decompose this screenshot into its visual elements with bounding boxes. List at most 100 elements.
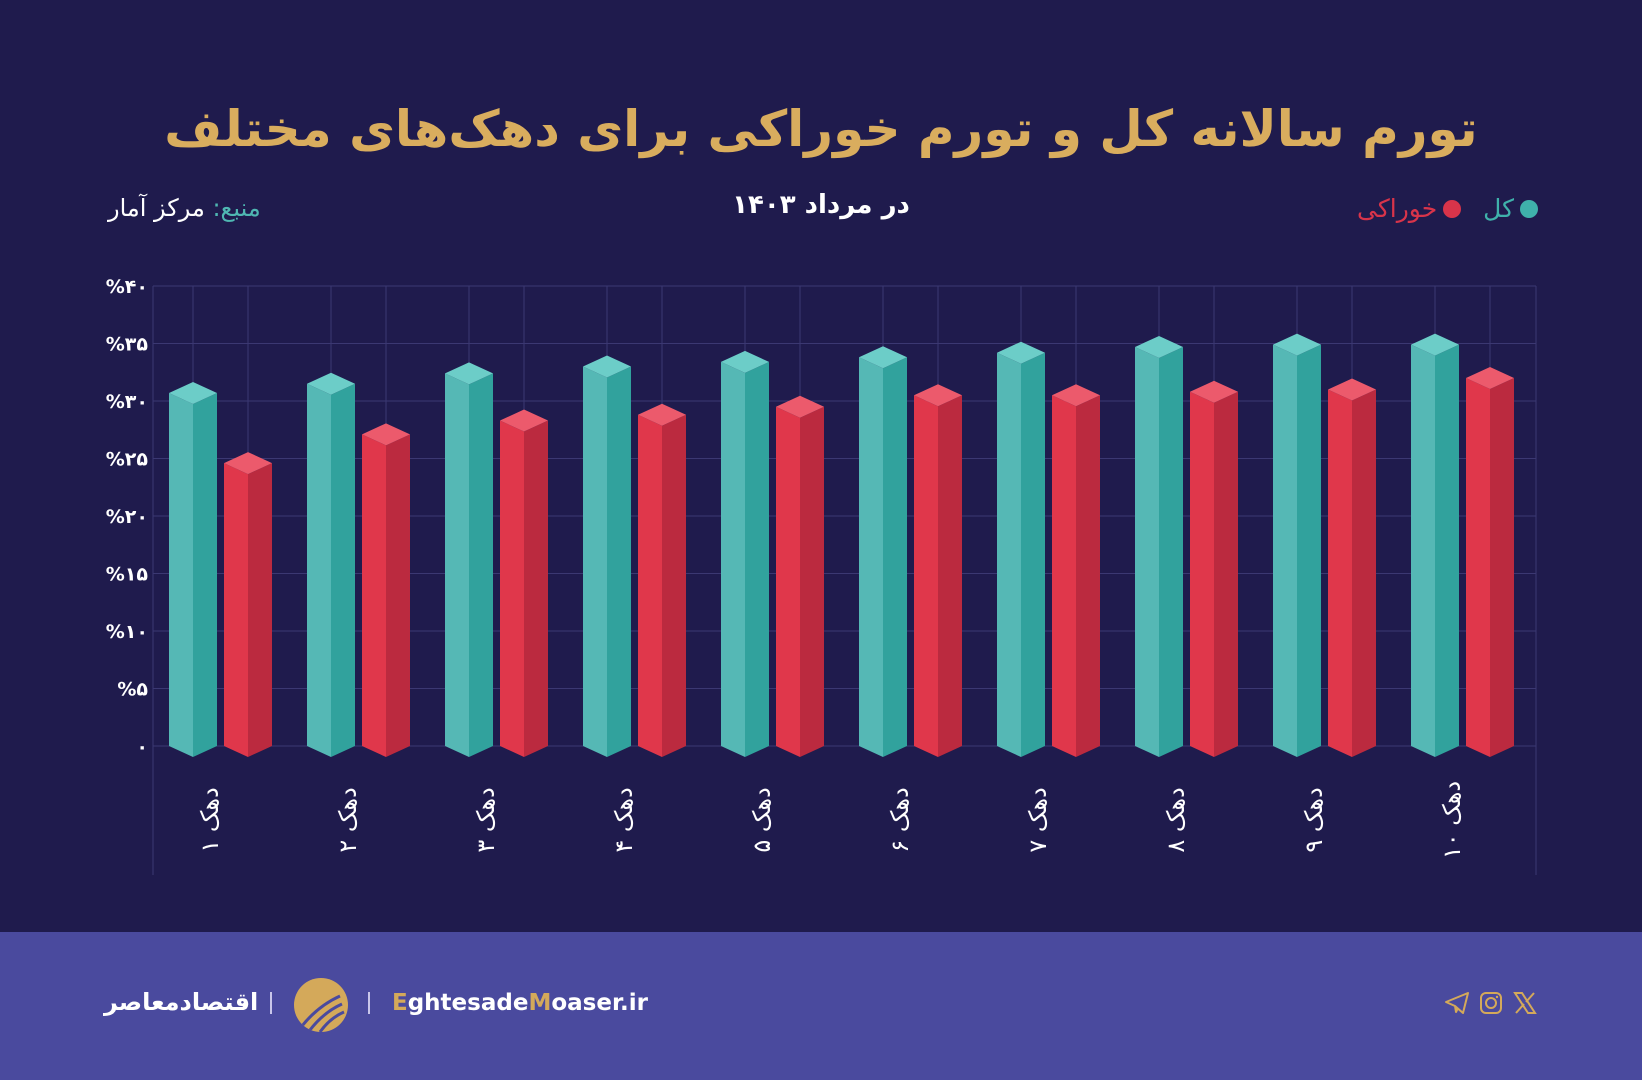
y-tick-label: %۱۵ — [106, 564, 149, 586]
y-tick-label: %۱۰ — [106, 621, 148, 643]
y-tick-label: %۲۰ — [106, 506, 148, 528]
bar-total-front — [169, 392, 193, 757]
source: منبع: مرکز آمار — [108, 194, 261, 222]
telegram-icon[interactable] — [1444, 990, 1470, 1016]
bar-total-top — [1135, 335, 1183, 358]
bar-total-front — [1273, 344, 1297, 757]
x-tick-label: دهک ۸ — [1162, 787, 1190, 852]
bar-total-side — [883, 357, 907, 757]
bar-total-side — [745, 361, 769, 757]
bar-food-top — [362, 423, 410, 446]
bar-total-top — [169, 381, 217, 404]
legend-label-food: خوراکی — [1357, 194, 1438, 223]
bar-food-side — [1076, 395, 1100, 757]
bar-food-top — [500, 409, 548, 432]
divider — [368, 992, 370, 1014]
bar-total-front — [721, 361, 745, 757]
bar-total-front — [859, 357, 883, 757]
bar-total-top — [1411, 333, 1459, 356]
bar-total-side — [193, 392, 217, 757]
y-tick-label: ۰ — [136, 736, 148, 758]
bar-food-front — [1328, 389, 1352, 757]
bar-total-side — [469, 373, 493, 757]
bar-food-top — [1328, 378, 1376, 401]
bar-total-front — [583, 366, 607, 757]
bar-food-side — [1490, 378, 1514, 757]
bar-chart: ۰ %۵ %۱۰ %۱۵ %۲۰ %۲۵ %۳۰ %۳۵ %۴۰ دهک ۱ دهک ۲ دهک ۳ د… — [106, 276, 1537, 875]
bar-food-front — [776, 406, 800, 757]
x-tick-label: دهک ۳ — [472, 787, 500, 852]
bar-total-top — [445, 362, 493, 385]
bar-food-side — [524, 420, 548, 757]
y-tick-label: %۴۰ — [106, 276, 148, 298]
bar-food-side — [1214, 391, 1238, 757]
footer: اقتصادمعاصر EghtesadeMoaser.ir — [0, 932, 1642, 1080]
legend-label-total: کل — [1483, 194, 1514, 223]
instagram-icon[interactable] — [1478, 990, 1504, 1016]
bar-total-top — [997, 341, 1045, 364]
bar-total-top — [859, 346, 907, 369]
source-value: مرکز آمار — [108, 194, 205, 222]
bar-food-front — [1466, 378, 1490, 757]
bar-food-top — [1466, 367, 1514, 389]
bar-total-top — [307, 372, 355, 395]
bar-food-top — [1052, 384, 1100, 407]
bar-food-side — [800, 406, 824, 757]
bar-total-front — [1411, 344, 1435, 757]
y-tick-label: %۳۵ — [106, 334, 149, 356]
legend-dot-food — [1443, 199, 1462, 218]
bar-food-top — [224, 452, 272, 475]
bar-food-side — [386, 434, 410, 757]
bar-total-front — [445, 373, 469, 757]
chart-subtitle: در مرداد ۱۴۰۳ — [732, 190, 910, 220]
bar-food-top — [776, 395, 824, 418]
bar-food-front — [638, 414, 662, 757]
brand-name: اقتصادمعاصر — [104, 988, 259, 1016]
bar-total-side — [1021, 352, 1045, 757]
x-tick-label: دهک ۱۰ — [1438, 781, 1466, 859]
bar-total-top — [1273, 333, 1321, 356]
source-label: منبع: — [212, 194, 261, 222]
bar-total-side — [331, 383, 355, 757]
bar-food-side — [1352, 389, 1376, 757]
x-tick-label: دهک ۴ — [610, 787, 638, 852]
bar-food-front — [500, 420, 524, 757]
website-link[interactable]: EghtesadeMoaser.ir — [392, 990, 648, 1016]
bar-food-front — [224, 463, 248, 757]
bar-total-top — [583, 355, 631, 378]
bar-food-front — [914, 395, 938, 757]
legend-dot-total — [1520, 199, 1538, 218]
logo-icon — [294, 978, 348, 1032]
legend-item-total: کل — [1483, 194, 1538, 223]
y-tick-label: %۲۵ — [106, 449, 149, 471]
chart-title: تورم سالانه کل و تورم خوراکی برای دهک‌ها… — [164, 100, 1478, 158]
bar-total-side — [1297, 344, 1321, 757]
bar-total-top — [721, 350, 769, 373]
bar-total-side — [1159, 346, 1183, 757]
bar-food-top — [638, 403, 686, 426]
legend-item-food: خوراکی — [1357, 194, 1462, 223]
bar-food-front — [362, 434, 386, 757]
bar-food-side — [938, 395, 962, 757]
bar-food-side — [248, 463, 272, 757]
bar-food-top — [914, 384, 962, 407]
bar-food-front — [1052, 395, 1076, 757]
x-tick-label: دهک ۷ — [1024, 787, 1052, 852]
legend: کل خوراکی — [1357, 194, 1538, 223]
x-tick-label: دهک ۵ — [748, 787, 776, 852]
x-tick-label: دهک ۲ — [334, 787, 362, 852]
social-links — [1444, 990, 1538, 1016]
bar-food-side — [662, 414, 686, 757]
bar-total-front — [997, 352, 1021, 757]
x-tick-label: دهک ۱ — [196, 787, 224, 852]
bar-total-front — [1135, 346, 1159, 757]
bar-total-side — [1435, 344, 1459, 757]
x-icon[interactable] — [1512, 990, 1538, 1016]
bar-total-side — [607, 366, 631, 757]
bar-food-top — [1190, 380, 1238, 403]
y-tick-label: %۳۰ — [106, 391, 148, 413]
bar-food-front — [1190, 391, 1214, 757]
divider — [270, 992, 272, 1014]
x-tick-label: دهک ۶ — [886, 787, 914, 852]
x-tick-label: دهک ۹ — [1300, 787, 1328, 852]
